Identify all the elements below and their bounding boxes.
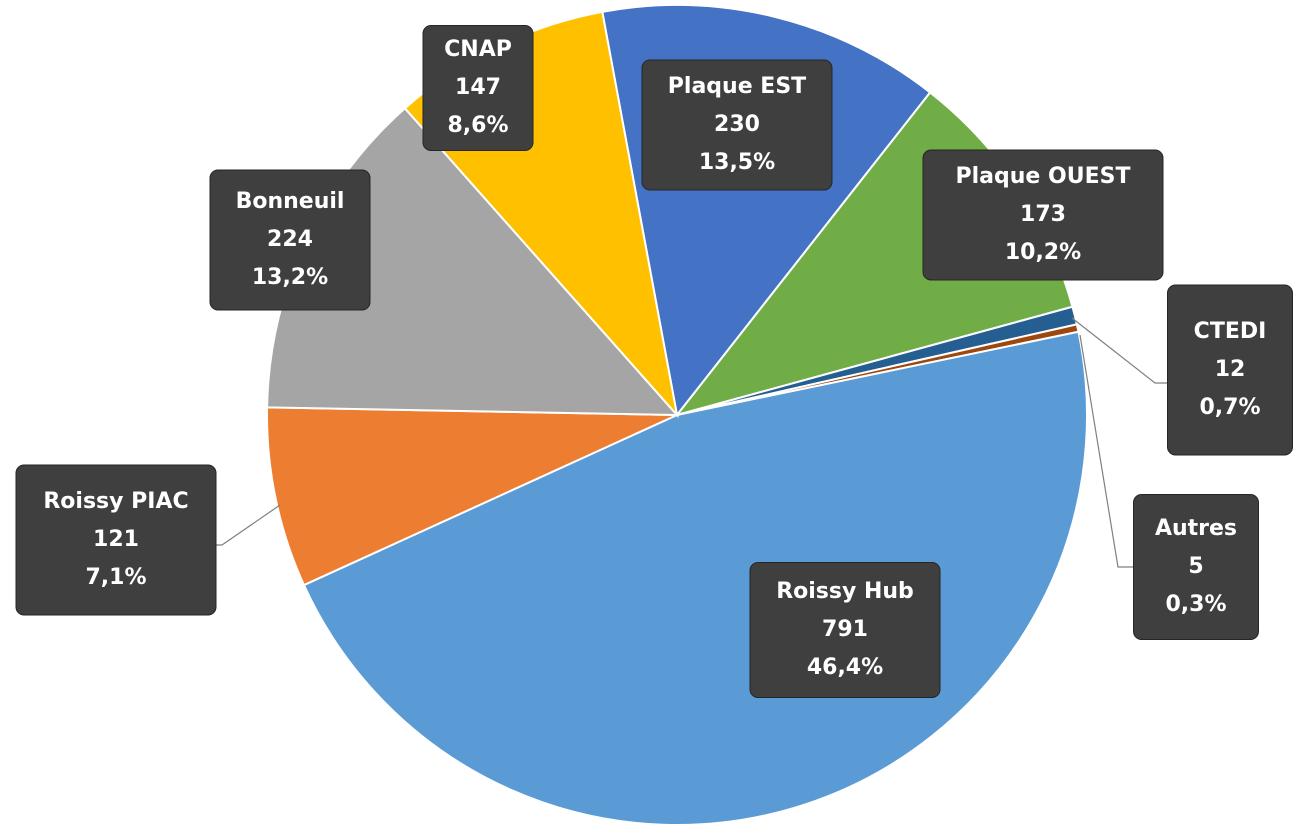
- category-label: Autres: [1155, 516, 1237, 541]
- percent-label: 46,4%: [807, 655, 883, 680]
- category-label: Plaque OUEST: [956, 164, 1131, 189]
- value-label: 147: [455, 75, 501, 100]
- category-label: Plaque EST: [668, 74, 806, 99]
- label-box: [15, 464, 217, 616]
- percent-label: 0,3%: [1165, 592, 1226, 617]
- percent-label: 10,2%: [1005, 240, 1081, 265]
- label-box: [749, 562, 941, 698]
- label-box: [1133, 494, 1259, 640]
- slice: [302, 330, 1089, 826]
- percent-label: 13,2%: [252, 265, 328, 290]
- category-label: CNAP: [444, 37, 512, 62]
- category-label: Bonneuil: [236, 189, 345, 214]
- label-box: [1167, 284, 1293, 456]
- percent-label: 7,1%: [85, 565, 146, 590]
- value-label: 12: [1215, 357, 1246, 382]
- value-label: 791: [822, 617, 868, 642]
- value-label: 121: [93, 527, 139, 552]
- label-box: [641, 59, 833, 191]
- label-box: [922, 149, 1164, 281]
- slice: [266, 406, 678, 587]
- leader-line: [216, 504, 281, 546]
- label-box: [209, 169, 371, 311]
- value-label: 230: [714, 112, 760, 137]
- percent-label: 8,6%: [447, 113, 508, 138]
- value-label: 173: [1020, 202, 1066, 227]
- category-label: Roissy PIAC: [43, 489, 188, 514]
- category-label: Roissy Hub: [776, 579, 914, 604]
- category-label: CTEDI: [1194, 319, 1267, 344]
- value-label: 224: [267, 227, 313, 252]
- leader-line: [1079, 334, 1133, 568]
- percent-label: 0,7%: [1199, 395, 1260, 420]
- percent-label: 13,5%: [699, 150, 775, 175]
- labels: Plaque EST 230 13,5% Plaque OUEST 173 10,2% CT…: [15, 25, 1293, 698]
- value-label: 5: [1188, 554, 1203, 579]
- label-box: [422, 25, 534, 151]
- leader-line: [1071, 317, 1168, 384]
